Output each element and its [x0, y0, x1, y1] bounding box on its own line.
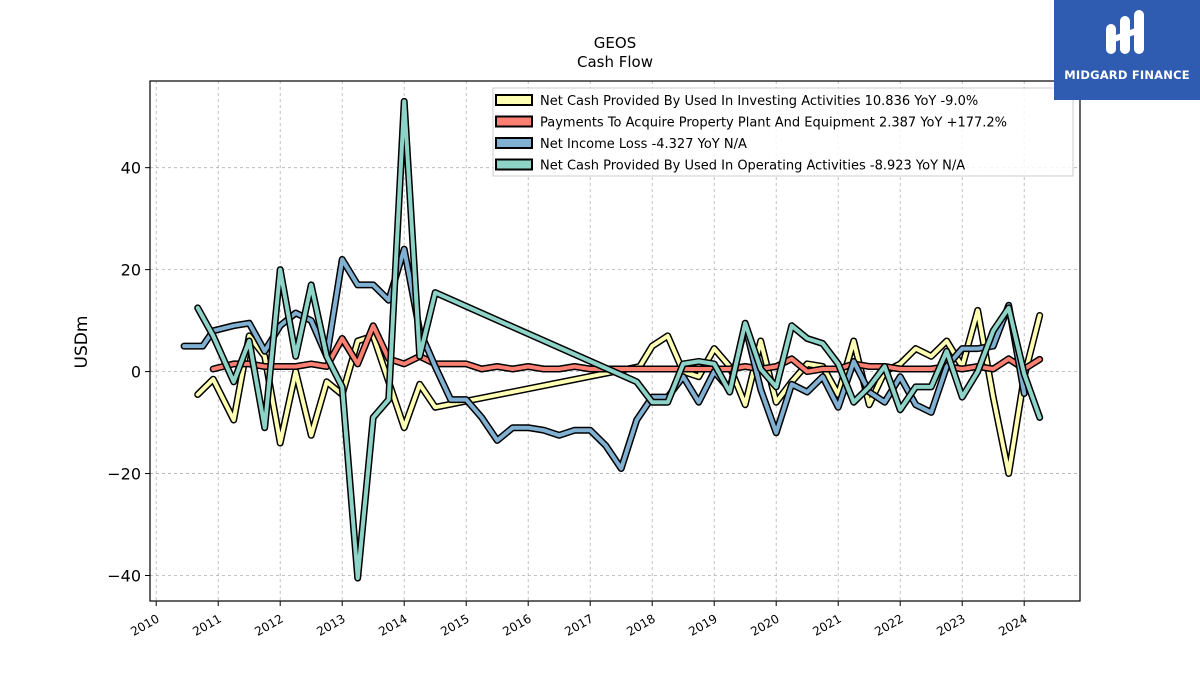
x-tick-label: 2024 — [996, 611, 1029, 638]
x-tick-label: 2022 — [872, 611, 905, 638]
legend-label: Net Income Loss -4.327 YoY N/A — [540, 137, 747, 152]
y-tick-label: 0 — [131, 363, 141, 382]
legend-swatch — [495, 158, 533, 171]
series-layer — [180, 97, 1044, 582]
x-tick-label: 2012 — [252, 611, 285, 638]
legend-label: Payments To Acquire Property Plant And E… — [540, 116, 1007, 131]
chart-title: GEOS — [594, 34, 636, 52]
chart-subtitle: Cash Flow — [577, 53, 653, 71]
legend-swatch — [495, 115, 533, 128]
x-tick-label: 2017 — [562, 611, 595, 638]
legend: Net Cash Provided By Used In Investing A… — [492, 87, 1074, 177]
x-tick-label: 2023 — [934, 611, 967, 638]
series-line — [195, 99, 1042, 581]
legend-label: Net Cash Provided By Used In Investing A… — [540, 94, 978, 109]
y-tick-label: 20 — [121, 261, 141, 280]
x-tick-label: 2010 — [128, 611, 161, 638]
plot-frame — [149, 80, 1081, 602]
axis-ticks: 2010 2011 2012 2013 2014 2015 2016 2017 2018 2019… — [107, 159, 1029, 639]
y-tick-label: −40 — [107, 567, 141, 586]
x-tick-label: 2019 — [686, 611, 719, 638]
legend-label: Net Cash Provided By Used In Operating A… — [540, 159, 965, 174]
y-axis-label: USDm — [72, 316, 92, 369]
x-tick-label: 2020 — [748, 611, 781, 638]
legend-box — [492, 87, 1074, 177]
legend-swatch — [495, 94, 533, 106]
y-tick-label: 40 — [121, 159, 141, 178]
x-tick-label: 2015 — [438, 611, 471, 638]
brand-logo: MIDGARD FINANCE — [1054, 0, 1200, 100]
x-tick-label: 2014 — [376, 611, 409, 638]
x-tick-label: 2013 — [314, 611, 347, 638]
brand-name: MIDGARD FINANCE — [1064, 68, 1190, 82]
legend-swatch — [495, 137, 533, 149]
series-line — [211, 323, 1042, 374]
y-tick-label: −20 — [107, 465, 141, 484]
series-line — [195, 308, 1042, 476]
x-tick-label: 2021 — [810, 611, 843, 638]
logo-mark-icon — [1106, 10, 1144, 54]
x-tick-label: 2011 — [190, 611, 223, 638]
x-tick-label: 2018 — [624, 611, 657, 638]
x-tick-label: 2016 — [500, 611, 533, 638]
